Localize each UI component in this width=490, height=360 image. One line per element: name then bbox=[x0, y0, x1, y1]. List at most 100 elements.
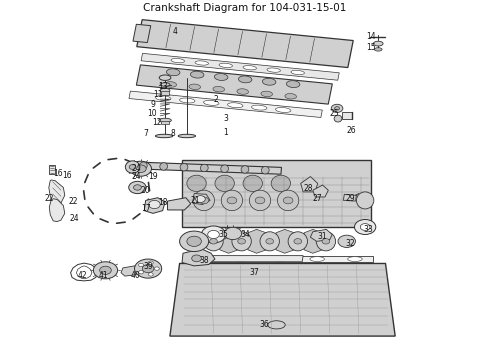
Ellipse shape bbox=[310, 257, 324, 261]
Text: 19: 19 bbox=[148, 172, 158, 181]
Ellipse shape bbox=[286, 81, 300, 87]
Text: 32: 32 bbox=[346, 239, 355, 248]
Text: 29: 29 bbox=[346, 194, 355, 203]
Ellipse shape bbox=[139, 263, 144, 267]
Ellipse shape bbox=[139, 270, 144, 274]
Text: 27: 27 bbox=[313, 194, 322, 203]
Text: 16: 16 bbox=[54, 168, 63, 177]
Ellipse shape bbox=[224, 228, 242, 240]
Ellipse shape bbox=[262, 78, 276, 85]
Text: 33: 33 bbox=[364, 225, 373, 234]
Text: 38: 38 bbox=[199, 256, 209, 265]
Text: 37: 37 bbox=[250, 268, 260, 277]
Text: 13: 13 bbox=[158, 82, 168, 91]
Polygon shape bbox=[193, 194, 210, 204]
Polygon shape bbox=[301, 176, 318, 192]
Polygon shape bbox=[313, 185, 328, 197]
Ellipse shape bbox=[261, 91, 272, 97]
Text: 34: 34 bbox=[240, 230, 250, 239]
Ellipse shape bbox=[348, 257, 362, 261]
Ellipse shape bbox=[334, 115, 342, 122]
Ellipse shape bbox=[237, 89, 248, 94]
Ellipse shape bbox=[171, 58, 185, 63]
Ellipse shape bbox=[267, 68, 280, 72]
Text: 25: 25 bbox=[330, 109, 340, 118]
Text: 8: 8 bbox=[171, 130, 176, 139]
Text: 28: 28 bbox=[303, 184, 313, 193]
Ellipse shape bbox=[360, 224, 370, 230]
Polygon shape bbox=[49, 199, 65, 221]
Ellipse shape bbox=[160, 163, 168, 170]
Ellipse shape bbox=[234, 257, 249, 261]
Polygon shape bbox=[182, 249, 215, 266]
Text: 35: 35 bbox=[219, 230, 228, 239]
Ellipse shape bbox=[199, 197, 209, 204]
Ellipse shape bbox=[196, 257, 211, 261]
Ellipse shape bbox=[210, 239, 218, 244]
Ellipse shape bbox=[291, 70, 304, 75]
Ellipse shape bbox=[316, 232, 336, 251]
Ellipse shape bbox=[288, 232, 308, 251]
Polygon shape bbox=[144, 198, 165, 213]
Ellipse shape bbox=[201, 226, 225, 243]
Ellipse shape bbox=[193, 190, 215, 211]
Ellipse shape bbox=[155, 96, 171, 100]
Ellipse shape bbox=[180, 163, 188, 171]
Ellipse shape bbox=[180, 231, 209, 252]
Text: 15: 15 bbox=[366, 42, 376, 51]
Text: 24: 24 bbox=[131, 163, 141, 172]
Ellipse shape bbox=[338, 235, 355, 247]
Ellipse shape bbox=[249, 190, 270, 211]
Ellipse shape bbox=[192, 255, 201, 262]
Ellipse shape bbox=[159, 118, 171, 122]
Polygon shape bbox=[170, 264, 395, 336]
Text: 26: 26 bbox=[347, 126, 356, 135]
Ellipse shape bbox=[135, 259, 162, 278]
Ellipse shape bbox=[160, 83, 170, 86]
Ellipse shape bbox=[200, 164, 208, 172]
Text: 16: 16 bbox=[62, 171, 72, 180]
Ellipse shape bbox=[285, 94, 296, 99]
Ellipse shape bbox=[354, 220, 376, 234]
Ellipse shape bbox=[160, 88, 170, 93]
Ellipse shape bbox=[227, 197, 237, 204]
Polygon shape bbox=[168, 198, 191, 210]
Text: 20: 20 bbox=[141, 186, 150, 195]
Ellipse shape bbox=[271, 175, 291, 192]
Ellipse shape bbox=[283, 197, 293, 204]
Ellipse shape bbox=[251, 105, 267, 110]
Ellipse shape bbox=[142, 265, 154, 273]
Polygon shape bbox=[220, 229, 238, 253]
Ellipse shape bbox=[165, 82, 176, 87]
Ellipse shape bbox=[187, 175, 206, 192]
Ellipse shape bbox=[191, 71, 204, 78]
Text: 4: 4 bbox=[172, 27, 177, 36]
Polygon shape bbox=[141, 53, 339, 80]
Ellipse shape bbox=[148, 261, 153, 265]
Text: 36: 36 bbox=[260, 320, 269, 329]
Text: 14: 14 bbox=[366, 32, 376, 41]
Polygon shape bbox=[136, 65, 332, 104]
Polygon shape bbox=[182, 160, 371, 227]
Ellipse shape bbox=[167, 69, 180, 76]
Text: 22: 22 bbox=[44, 194, 53, 203]
Polygon shape bbox=[342, 112, 352, 119]
Ellipse shape bbox=[238, 239, 245, 244]
Text: 41: 41 bbox=[98, 271, 108, 280]
Ellipse shape bbox=[136, 165, 146, 172]
Polygon shape bbox=[161, 91, 170, 95]
Text: 40: 40 bbox=[131, 271, 141, 280]
Ellipse shape bbox=[187, 236, 201, 247]
Ellipse shape bbox=[219, 63, 232, 67]
Ellipse shape bbox=[129, 181, 146, 194]
Polygon shape bbox=[137, 20, 353, 68]
Ellipse shape bbox=[134, 185, 141, 190]
Text: 42: 42 bbox=[78, 271, 88, 280]
Polygon shape bbox=[343, 194, 356, 201]
Ellipse shape bbox=[148, 201, 160, 208]
Text: 24: 24 bbox=[70, 213, 79, 222]
Ellipse shape bbox=[159, 75, 171, 80]
Polygon shape bbox=[276, 229, 294, 253]
Ellipse shape bbox=[178, 134, 196, 138]
Ellipse shape bbox=[239, 76, 252, 83]
